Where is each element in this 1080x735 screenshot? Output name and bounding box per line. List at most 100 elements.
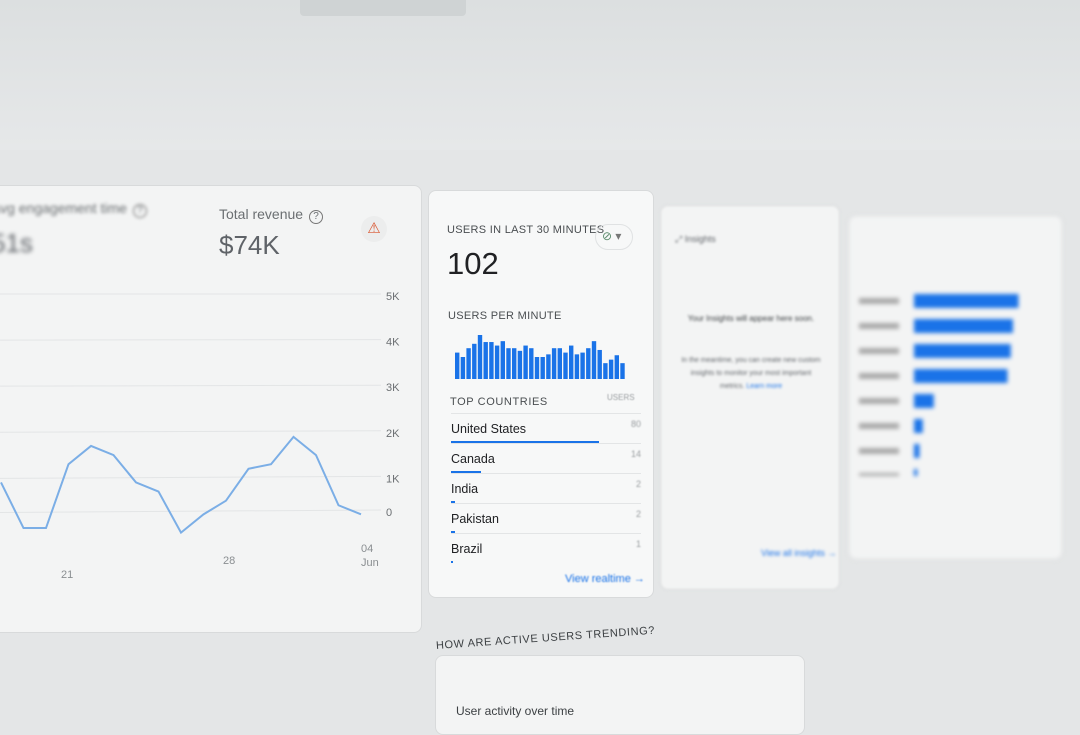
users-per-minute-bar	[551, 348, 557, 379]
top-countries-header: TOP COUNTRIES	[450, 396, 548, 408]
country-row[interactable]: India 2	[451, 473, 641, 503]
overview-card: Avg engagement time? 51s Total revenue? …	[0, 185, 422, 633]
users-per-minute-bar	[580, 352, 585, 379]
metric-revenue-value: $74K	[219, 230, 280, 260]
country-row[interactable]: Brazil 1	[451, 533, 641, 563]
users-per-minute-bar	[455, 352, 460, 379]
users-per-minute-bar	[597, 349, 602, 379]
country-row[interactable]: Canada 14	[451, 443, 641, 473]
country-share-bar	[451, 471, 482, 473]
gridline	[0, 475, 382, 479]
insights-title: Your Insights will appear here soon.	[687, 314, 815, 323]
users-per-minute-bar	[620, 363, 625, 379]
users-per-minute-bar	[563, 352, 568, 379]
users-per-minute-bar	[483, 342, 488, 379]
gridline	[0, 430, 382, 433]
users-per-minute-bar	[494, 345, 500, 379]
search-bar[interactable]	[300, 0, 466, 16]
users-per-minute-bar	[466, 348, 471, 379]
horizontal-bar	[914, 419, 923, 433]
bar-label	[859, 298, 899, 304]
country-row[interactable]: Pakistan 2	[451, 503, 641, 533]
insights-header: ⤢ Insights	[675, 234, 716, 244]
country-users: 1	[635, 539, 641, 549]
compare-dropdown[interactable]: ⊘ ▾	[595, 224, 633, 250]
users-per-minute-bar	[460, 357, 466, 379]
bar-label	[859, 423, 899, 429]
view-realtime-link[interactable]: View realtime →	[565, 573, 645, 585]
bar-label	[859, 373, 899, 379]
check-circle-icon: ⊘	[602, 229, 613, 243]
realtime-value: 102	[447, 246, 499, 281]
x-tick-label: 04	[361, 543, 373, 555]
users-per-minute-chart	[455, 335, 625, 379]
insights-card: ⤢ Insights Your Insights will appear her…	[660, 205, 840, 590]
country-name: Brazil	[451, 542, 483, 556]
country-name: Pakistan	[451, 512, 499, 526]
users-per-minute-bar	[569, 345, 574, 379]
country-name: United States	[451, 422, 527, 436]
y-tick-label: 2K	[386, 428, 400, 440]
users-column-header: USERS	[607, 393, 635, 402]
metric-engagement-value: 51s	[0, 228, 33, 258]
users-per-minute-bar	[591, 341, 597, 379]
country-name: India	[451, 482, 479, 496]
bar-label	[859, 448, 899, 454]
y-tick-label: 4K	[386, 337, 400, 349]
country-users: 2	[635, 509, 641, 519]
country-users: 2	[635, 479, 641, 489]
horizontal-bar-chart	[859, 294, 1019, 483]
country-share-bar	[451, 531, 455, 533]
warning-triangle-icon[interactable]: ⚠	[361, 216, 387, 242]
gridline	[0, 384, 382, 387]
horizontal-bar	[914, 469, 918, 483]
y-tick-label: 0	[386, 507, 392, 519]
users-per-minute-bar	[540, 357, 545, 379]
help-circle-icon[interactable]: ?	[309, 210, 324, 224]
users-per-minute-bar	[608, 359, 614, 379]
bar-label	[859, 398, 899, 404]
country-name: Canada	[451, 452, 495, 466]
bar-label	[859, 348, 899, 354]
x-tick-label: 28	[223, 555, 235, 567]
realtime-title: USERS IN LAST 30 MINUTES	[447, 224, 605, 236]
revenue-line	[0, 435, 362, 535]
top-bar	[0, 0, 1080, 150]
bar-label	[859, 473, 899, 479]
horizontal-bar	[914, 294, 1019, 308]
view-insights-link[interactable]: View all insights →	[761, 548, 837, 558]
help-circle-icon[interactable]: ?	[132, 204, 147, 218]
metric-revenue-label: Total revenue?	[219, 206, 324, 224]
metric-engagement-label: Avg engagement time?	[0, 200, 147, 218]
users-per-minute-bar	[512, 348, 517, 379]
users-per-minute-bar	[574, 354, 580, 379]
right-panel-card	[848, 215, 1063, 560]
users-per-minute-bar	[477, 335, 483, 379]
gridline	[0, 509, 382, 513]
users-per-minute-bar	[546, 354, 551, 379]
users-per-minute-bar	[614, 355, 619, 379]
learn-more-link[interactable]: Learn more	[746, 383, 783, 390]
y-tick-label: 1K	[386, 473, 400, 485]
country-users: 80	[630, 419, 641, 429]
country-share-bar	[451, 441, 600, 443]
horizontal-bar	[914, 369, 1008, 383]
country-users: 14	[630, 449, 641, 459]
horizontal-bar	[914, 394, 934, 408]
users-per-minute-bar	[534, 357, 540, 379]
y-tick-label: 3K	[386, 382, 400, 394]
gridline	[0, 339, 382, 341]
users-per-minute-bar	[517, 350, 523, 379]
users-per-minute-bar	[586, 348, 591, 379]
insights-body: In the meantime, you can create new cust…	[681, 357, 821, 390]
country-row[interactable]: United States 80	[451, 413, 641, 443]
country-share-bar	[451, 501, 455, 503]
users-per-minute-label: USERS PER MINUTE	[448, 310, 562, 322]
active-users-heading: HOW ARE ACTIVE USERS TRENDING?	[435, 624, 656, 652]
user-activity-title: User activity over time	[456, 704, 575, 718]
users-per-minute-bar	[557, 348, 562, 379]
y-tick-label: 5K	[386, 291, 400, 303]
users-per-minute-bar	[603, 363, 608, 379]
realtime-card: USERS IN LAST 30 MINUTES 102 ⊘ ▾ USERS P…	[428, 190, 654, 598]
x-tick-label: 21	[61, 569, 73, 581]
